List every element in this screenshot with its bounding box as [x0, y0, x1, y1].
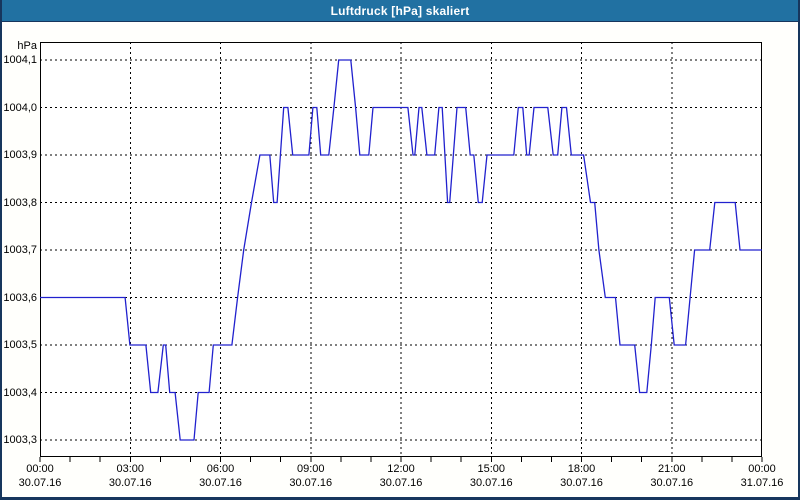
x-tick-time: 15:00: [477, 463, 506, 475]
x-tick-time: 09:00: [296, 463, 325, 475]
y-tick-label: 1003,9: [3, 149, 37, 161]
pressure-data-line: [40, 59, 762, 441]
x-tick-date: 30.07.16: [18, 477, 62, 489]
x-tick-date: 30.07.16: [379, 477, 423, 489]
x-tick-date: 31.07.16: [740, 477, 784, 489]
x-tick-label: 15:00 30.07.16: [449, 462, 533, 490]
x-tick-label: 09:00 30.07.16: [269, 462, 353, 490]
x-tick-date: 30.07.16: [560, 477, 603, 489]
window-title: Luftdruck [hPa] skaliert: [330, 3, 470, 18]
x-tick-label: 12:00 30.07.16: [359, 462, 443, 490]
y-tick-label: 1003,6: [3, 291, 37, 304]
x-tick-time: 06:00: [206, 463, 235, 475]
x-tick-date: 30.07.16: [199, 477, 242, 489]
y-axis-unit-label: hPa: [17, 40, 37, 52]
y-tick-label: 1003,5: [3, 339, 37, 351]
x-tick-date: 30.07.16: [108, 477, 152, 489]
y-tick-label: 1003,7: [3, 244, 37, 256]
y-tick-label: 1003,4: [3, 386, 37, 399]
x-tick-date: 30.07.16: [469, 477, 513, 489]
x-tick-time: 00:00: [26, 463, 54, 475]
y-tick-label: 1004,0: [3, 101, 37, 114]
x-tick-time: 00:00: [748, 463, 776, 475]
y-tick-label: 1003,3: [3, 434, 37, 446]
x-tick-date: 30.07.16: [289, 477, 333, 489]
x-tick-label: 18:00 30.07.16: [540, 462, 624, 490]
x-tick-label: 00:00 31.07.16: [720, 462, 800, 490]
x-tick-label: 00:00 30.07.16: [0, 462, 82, 490]
pressure-chart-svg: [39, 42, 763, 462]
x-tick-label: 21:00 30.07.16: [630, 462, 714, 490]
plot-area: [39, 42, 763, 462]
x-tick-time: 03:00: [116, 463, 145, 475]
x-tick-date: 30.07.16: [650, 477, 694, 489]
y-tick-label: 1003,8: [3, 196, 37, 209]
x-tick-label: 06:00 30.07.16: [179, 462, 263, 490]
y-tick-label: 1004,1: [3, 54, 37, 66]
title-bar: Luftdruck [hPa] skaliert: [0, 0, 800, 22]
x-tick-label: 03:00 30.07.16: [88, 462, 172, 490]
x-tick-time: 18:00: [567, 463, 596, 475]
x-tick-time: 12:00: [387, 463, 415, 475]
x-tick-time: 21:00: [657, 463, 686, 475]
